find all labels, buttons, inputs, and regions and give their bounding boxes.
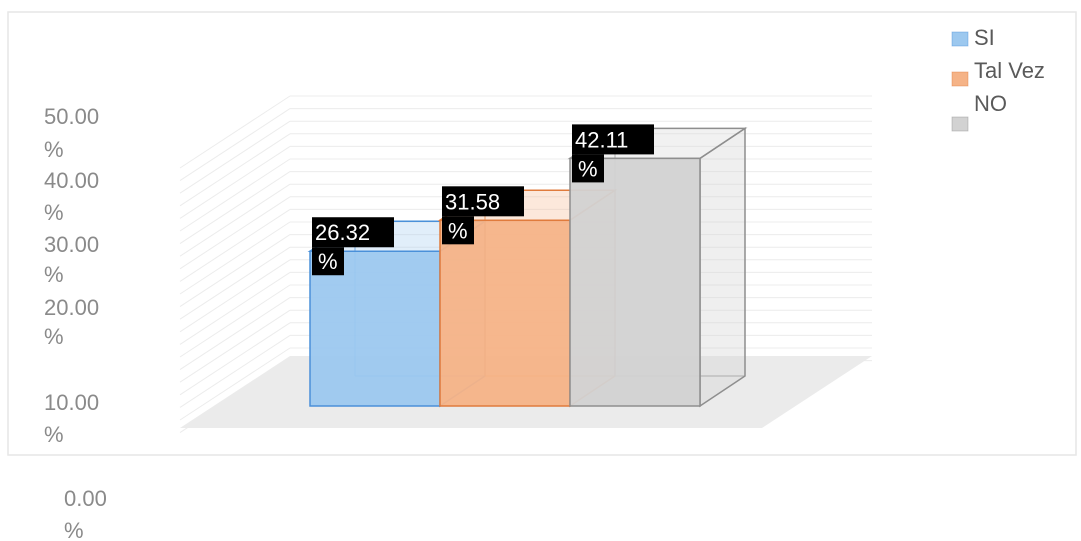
legend-item-tal-vez: Tal Vez [951,58,1045,87]
legend: SI Tal Vez NO [951,25,1045,132]
data-labels: 26.32 % 31.58 % 42.11% [312,124,654,276]
side-gridline [179,120,291,194]
side-gridline [179,334,291,408]
bar-front-face [569,157,701,407]
legend-label: NO [974,91,1007,116]
legend-label: SI [974,25,995,50]
y-tick-label: 0.00% [64,486,107,541]
side-gridline [179,259,291,333]
legend-swatch [951,31,969,47]
legend-item-no: NO [951,91,1007,132]
bar-no [567,126,748,408]
y-axis-tick-labels: 0.00 % 10.00 % 20.00 % 30.00 % 40.00 % 50.00% [44,104,107,541]
legend-swatch [951,116,969,132]
y-tick-label: 40.00% [44,168,99,225]
chart-area-border [7,11,1077,456]
legend-label: Tal Vez [974,58,1045,83]
y-tick-label: 30.00% [44,232,99,287]
side-gridline [179,347,291,421]
data-label-si: 26.32% [312,217,394,276]
bars [307,126,748,408]
side-gridline [179,221,291,295]
side-gridline [179,322,291,396]
side-gridline [179,271,291,345]
side-gridline [179,108,291,182]
side-gridline [179,133,291,207]
side-gridline [179,297,291,371]
side-gridline [179,183,291,257]
side-gridline [179,284,291,358]
bar-side-face [699,126,746,408]
y-tick-label: 50.00% [44,104,99,162]
side-gridline [179,158,291,232]
side-gridline [179,196,291,270]
data-label-text: 31.58% [445,189,500,243]
data-label-no: 42.11% [572,124,654,183]
data-label-text: 42.11% [575,127,628,181]
data-label-text: 26.32% [315,220,370,274]
bar-front-face [309,250,441,407]
side-gridline [179,246,291,320]
bar-front-face [439,219,571,407]
side-gridline [179,145,291,219]
y-tick-label: 20.00% [44,295,99,349]
side-gridline [179,171,291,245]
side-gridline [179,309,291,383]
legend-item-si: SI [951,25,995,50]
side-gridline [179,234,291,308]
y-tick-label: 10.00% [44,390,99,447]
data-label-tal-vez: 31.58% [442,186,524,245]
side-gridline [179,95,291,169]
side-gridline [179,208,291,282]
legend-swatch [951,71,969,87]
